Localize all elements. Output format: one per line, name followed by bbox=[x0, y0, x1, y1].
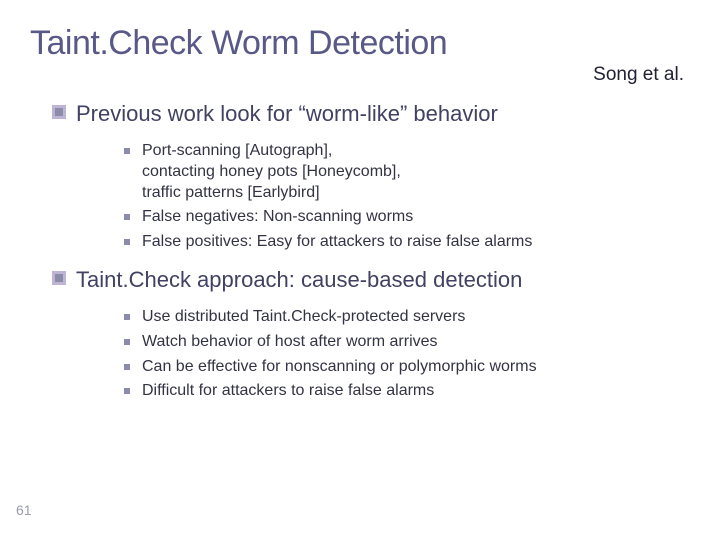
section-2-item-1-text: Watch behavior of host after worm arrive… bbox=[142, 332, 438, 353]
section-2-item-0: Use distributed Taint.Check-protected se… bbox=[124, 307, 690, 328]
section-2-item-2: Can be effective for nonscanning or poly… bbox=[124, 357, 690, 378]
section-2-item-2-text: Can be effective for nonscanning or poly… bbox=[142, 357, 537, 378]
bullet-dot-icon bbox=[124, 339, 130, 345]
slide-title: Taint.Check Worm Detection bbox=[30, 24, 690, 63]
section-1-heading-text: Previous work look for “worm-like” behav… bbox=[76, 101, 498, 127]
bullet-dot-icon bbox=[124, 388, 130, 394]
section-1-item-1: False negatives: Non-scanning worms bbox=[124, 207, 690, 228]
section-1-item-2: False positives: Easy for attackers to r… bbox=[124, 232, 690, 253]
slide: Taint.Check Worm Detection Song et al. P… bbox=[0, 0, 720, 540]
bullet-square-icon bbox=[52, 105, 66, 119]
section-1-item-0: Port-scanning [Autograph], contacting ho… bbox=[124, 141, 690, 203]
section-2-heading-text: Taint.Check approach: cause-based detect… bbox=[76, 267, 522, 293]
section-2-item-0-text: Use distributed Taint.Check-protected se… bbox=[142, 307, 465, 328]
bullet-dot-icon bbox=[124, 239, 130, 245]
section-2-item-3-text: Difficult for attackers to raise false a… bbox=[142, 381, 434, 402]
bullet-square-icon bbox=[52, 271, 66, 285]
attribution-text: Song et al. bbox=[593, 64, 684, 86]
bullet-dot-icon bbox=[124, 148, 130, 154]
section-2-heading: Taint.Check approach: cause-based detect… bbox=[52, 267, 690, 293]
section-1-item-1-text: False negatives: Non-scanning worms bbox=[142, 207, 413, 228]
bullet-dot-icon bbox=[124, 314, 130, 320]
section-1-heading: Previous work look for “worm-like” behav… bbox=[52, 101, 690, 127]
section-2-item-1: Watch behavior of host after worm arrive… bbox=[124, 332, 690, 353]
bullet-dot-icon bbox=[124, 364, 130, 370]
section-1-item-2-text: False positives: Easy for attackers to r… bbox=[142, 232, 532, 253]
bullet-dot-icon bbox=[124, 214, 130, 220]
page-number: 61 bbox=[16, 502, 32, 518]
section-1-item-0-text: Port-scanning [Autograph], contacting ho… bbox=[142, 141, 401, 203]
section-2-item-3: Difficult for attackers to raise false a… bbox=[124, 381, 690, 402]
